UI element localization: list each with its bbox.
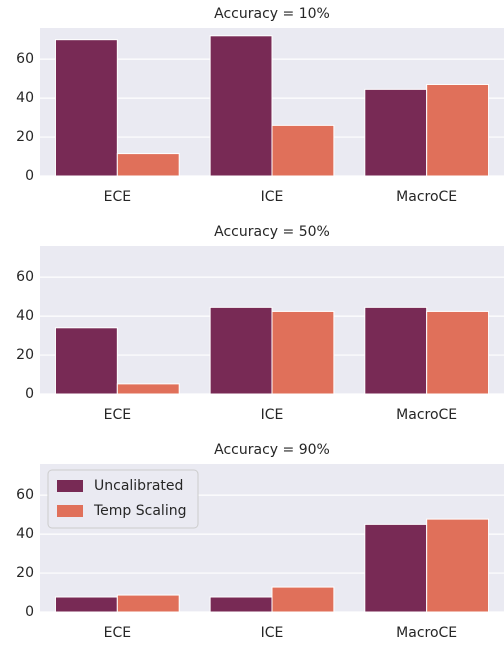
y-tick-label: 0: [25, 168, 34, 184]
y-tick-label: 20: [16, 565, 34, 581]
bar: [209, 596, 273, 613]
bar: [116, 383, 180, 395]
y-tick-label: 60: [16, 487, 34, 503]
x-tick-label: ICE: [261, 407, 284, 423]
legend-label: Uncalibrated: [94, 478, 183, 494]
y-tick-label: 0: [25, 386, 34, 402]
y-tick-label: 60: [16, 51, 34, 67]
bar: [116, 594, 180, 613]
legend-swatch: [57, 480, 83, 492]
y-tick-label: 60: [16, 269, 34, 285]
bar: [364, 88, 428, 177]
x-tick-label: ECE: [104, 407, 131, 423]
bar: [271, 586, 335, 613]
chart-title: Accuracy = 50%: [214, 224, 330, 240]
bar: [364, 523, 428, 613]
x-tick-label: ECE: [104, 189, 131, 205]
bar: [54, 39, 118, 177]
y-tick-label: 40: [16, 90, 34, 106]
y-tick-label: 20: [16, 347, 34, 363]
legend-swatch: [57, 505, 83, 517]
bar: [426, 518, 490, 613]
bar: [54, 596, 118, 613]
y-tick-label: 40: [16, 308, 34, 324]
y-tick-label: 0: [25, 604, 34, 620]
bar: [271, 124, 335, 177]
bar: [116, 153, 180, 177]
x-tick-label: ECE: [104, 625, 131, 641]
bar: [426, 310, 490, 395]
x-tick-label: MacroCE: [396, 407, 457, 423]
legend-box: [47, 469, 199, 529]
chart-title: Accuracy = 10%: [214, 6, 330, 22]
bar: [271, 310, 335, 395]
bar: [54, 327, 118, 395]
bar: [209, 306, 273, 395]
bar: [209, 35, 273, 177]
y-tick-label: 20: [16, 129, 34, 145]
x-tick-label: MacroCE: [396, 189, 457, 205]
x-tick-label: ICE: [261, 189, 284, 205]
x-tick-label: MacroCE: [396, 625, 457, 641]
chart-title: Accuracy = 90%: [214, 442, 330, 458]
bar: [426, 83, 490, 177]
legend-label: Temp Scaling: [93, 503, 186, 519]
bar: [364, 306, 428, 395]
y-tick-label: 40: [16, 526, 34, 542]
x-tick-label: ICE: [261, 625, 284, 641]
